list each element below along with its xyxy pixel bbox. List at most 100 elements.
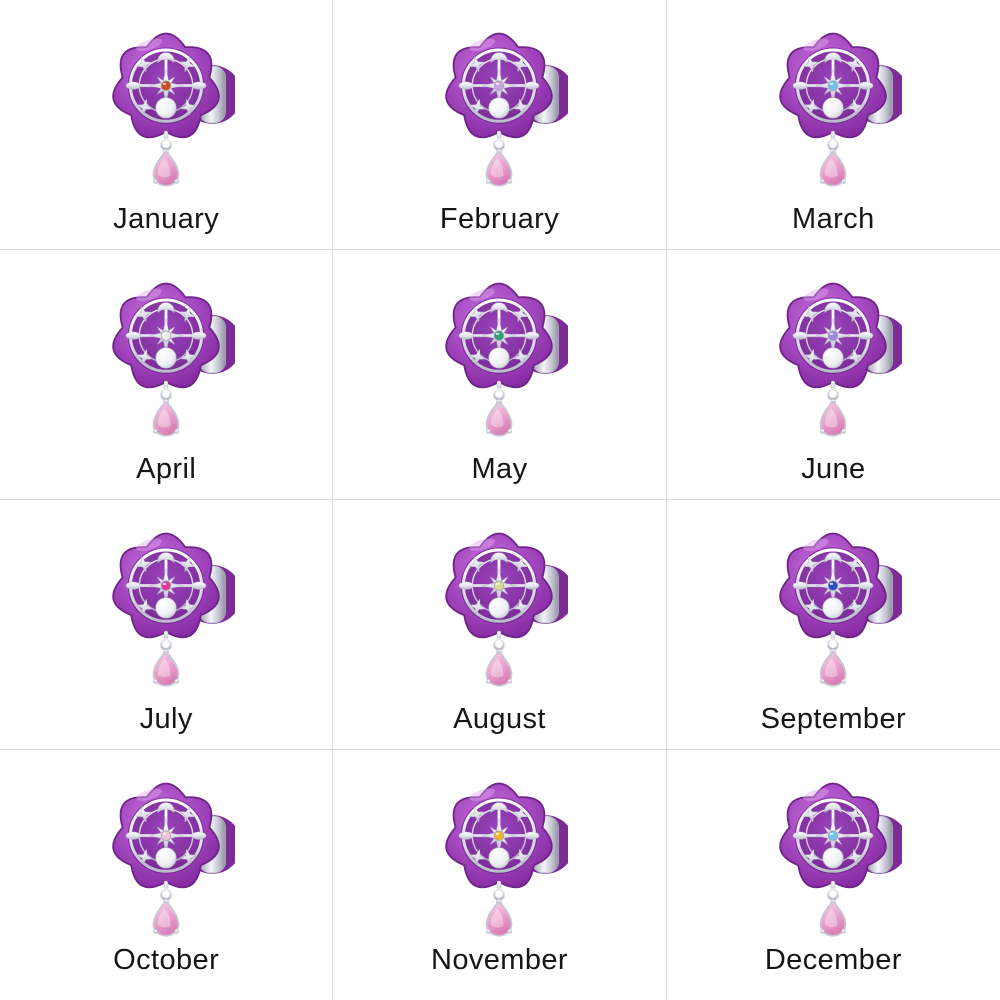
right-leaf-icon bbox=[525, 581, 540, 590]
charm-highlight bbox=[803, 538, 830, 551]
star-icon bbox=[469, 848, 487, 866]
month-cell-june[interactable]: June bbox=[666, 250, 1000, 500]
birthstone-highlight bbox=[830, 332, 834, 336]
month-cell-september[interactable]: September bbox=[666, 500, 1000, 750]
left-leaf-icon bbox=[125, 581, 141, 590]
teardrop-crystal bbox=[152, 400, 180, 437]
month-cell-december[interactable]: December bbox=[666, 750, 1000, 1000]
birthstone-highlight bbox=[830, 82, 834, 86]
star-icon bbox=[468, 305, 486, 323]
right-leaf-icon bbox=[858, 831, 874, 840]
month-cell-august[interactable]: August bbox=[333, 500, 667, 750]
star-icon bbox=[846, 55, 863, 73]
month-label: February bbox=[439, 203, 560, 235]
star-icon bbox=[469, 598, 487, 616]
teardrop-crystal bbox=[152, 900, 180, 937]
prong-left bbox=[153, 678, 158, 684]
teardrop-facet-highlight bbox=[158, 658, 171, 678]
prong-right bbox=[174, 678, 180, 684]
star-icon bbox=[179, 848, 197, 866]
month-cell-november[interactable]: November bbox=[333, 750, 667, 1000]
month-cell-july[interactable]: July bbox=[0, 500, 334, 750]
teardrop-crystal bbox=[819, 900, 847, 937]
sparkle-stars bbox=[135, 55, 197, 116]
teardrop-crystal bbox=[486, 400, 513, 437]
star-icon bbox=[802, 805, 820, 823]
star-icon bbox=[847, 348, 865, 366]
star-icon bbox=[179, 55, 196, 73]
prong-right bbox=[174, 428, 180, 434]
pearl bbox=[822, 347, 844, 369]
teardrop-crystal bbox=[486, 900, 513, 937]
star-icon bbox=[135, 305, 153, 323]
right-leaf-icon bbox=[191, 331, 207, 340]
teardrop-facet-highlight bbox=[825, 658, 838, 678]
month-cell-february[interactable]: February bbox=[333, 0, 667, 250]
left-leaf-icon bbox=[793, 81, 808, 90]
month-cell-march[interactable]: March bbox=[666, 0, 1000, 250]
prong-right bbox=[841, 678, 847, 684]
prong-left bbox=[820, 678, 826, 684]
left-leaf-icon bbox=[793, 331, 808, 340]
sparkle-stars bbox=[135, 555, 197, 616]
crescent-moon-icon bbox=[157, 52, 175, 64]
charm-image bbox=[445, 32, 569, 187]
right-leaf-icon bbox=[525, 831, 540, 840]
left-leaf-icon bbox=[459, 331, 474, 340]
star-icon bbox=[469, 348, 487, 366]
prong-right bbox=[174, 178, 180, 184]
month-cell-april[interactable]: April bbox=[0, 250, 334, 500]
birthstone-highlight bbox=[496, 582, 500, 586]
month-label: October bbox=[113, 944, 220, 976]
charm-image bbox=[779, 282, 903, 437]
sparkle-stars bbox=[468, 805, 531, 866]
charm-image bbox=[445, 282, 569, 437]
teardrop-facet-highlight bbox=[158, 408, 171, 428]
star-icon bbox=[513, 848, 531, 866]
crescent-moon-icon bbox=[491, 552, 508, 564]
month-cell-may[interactable]: May bbox=[333, 250, 667, 500]
star-icon bbox=[803, 98, 821, 116]
month-cell-october[interactable]: October bbox=[0, 750, 334, 1000]
star-icon bbox=[512, 55, 530, 73]
birthstone-highlight bbox=[162, 82, 167, 86]
month-label: July bbox=[139, 703, 193, 735]
teardrop-facet-highlight bbox=[158, 158, 171, 178]
month-cell-january[interactable]: January bbox=[0, 0, 334, 250]
star-icon bbox=[136, 598, 154, 616]
prong-right bbox=[841, 178, 847, 184]
teardrop-facet-highlight bbox=[491, 658, 504, 678]
star-icon bbox=[803, 348, 821, 366]
star-icon bbox=[135, 55, 153, 73]
crescent-moon-icon bbox=[491, 52, 508, 64]
prong-right bbox=[507, 928, 513, 934]
sparkle-stars bbox=[135, 305, 197, 366]
birthstone-highlight bbox=[162, 832, 167, 836]
birthstone-highlight bbox=[496, 82, 500, 86]
right-leaf-icon bbox=[525, 331, 540, 340]
star-icon bbox=[136, 98, 154, 116]
birthstone bbox=[494, 830, 505, 841]
sparkle-stars bbox=[468, 305, 531, 366]
left-leaf-icon bbox=[793, 581, 808, 590]
charm-highlight bbox=[469, 38, 496, 51]
month-label: August bbox=[453, 703, 546, 735]
star-icon bbox=[512, 555, 530, 573]
teardrop-crystal bbox=[819, 400, 847, 437]
right-leaf-icon bbox=[191, 81, 207, 90]
charm-image bbox=[112, 282, 236, 437]
star-icon bbox=[513, 348, 531, 366]
charm-highlight bbox=[803, 288, 830, 301]
star-icon bbox=[136, 848, 154, 866]
crescent-moon-icon bbox=[157, 802, 175, 814]
month-label: January bbox=[113, 203, 220, 235]
left-leaf-icon bbox=[125, 331, 141, 340]
sparkle-stars bbox=[468, 55, 531, 116]
right-leaf-icon bbox=[858, 331, 874, 340]
crescent-moon-icon bbox=[824, 302, 842, 314]
month-label: April bbox=[136, 453, 197, 485]
birthstone-highlight bbox=[162, 582, 167, 586]
right-leaf-icon bbox=[858, 81, 874, 90]
teardrop-facet-highlight bbox=[491, 408, 504, 428]
star-icon bbox=[512, 305, 530, 323]
